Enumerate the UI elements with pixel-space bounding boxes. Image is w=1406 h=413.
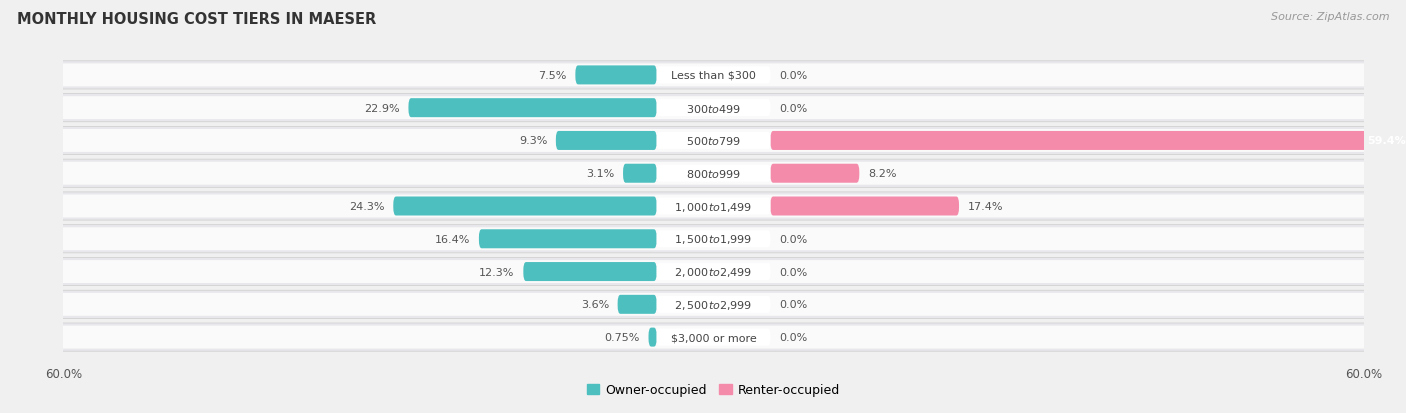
FancyBboxPatch shape <box>770 132 1406 151</box>
Text: $800 to $999: $800 to $999 <box>686 168 741 180</box>
Text: $2,000 to $2,499: $2,000 to $2,499 <box>675 266 752 278</box>
Text: 3.6%: 3.6% <box>581 299 609 310</box>
FancyBboxPatch shape <box>394 197 657 216</box>
FancyBboxPatch shape <box>623 164 657 183</box>
Text: Source: ZipAtlas.com: Source: ZipAtlas.com <box>1271 12 1389 22</box>
Legend: Owner-occupied, Renter-occupied: Owner-occupied, Renter-occupied <box>582 378 845 401</box>
FancyBboxPatch shape <box>60 293 1367 316</box>
FancyBboxPatch shape <box>58 323 1369 351</box>
FancyBboxPatch shape <box>60 130 1367 152</box>
Text: Less than $300: Less than $300 <box>671 71 756 81</box>
FancyBboxPatch shape <box>657 165 770 182</box>
Text: 0.0%: 0.0% <box>779 332 807 342</box>
FancyBboxPatch shape <box>58 290 1369 319</box>
FancyBboxPatch shape <box>657 296 770 313</box>
Text: 12.3%: 12.3% <box>479 267 515 277</box>
Text: $1,000 to $1,499: $1,000 to $1,499 <box>675 200 752 213</box>
FancyBboxPatch shape <box>617 295 657 314</box>
FancyBboxPatch shape <box>770 164 859 183</box>
FancyBboxPatch shape <box>60 326 1367 349</box>
FancyBboxPatch shape <box>657 100 770 117</box>
FancyBboxPatch shape <box>648 328 657 347</box>
Text: MONTHLY HOUSING COST TIERS IN MAESER: MONTHLY HOUSING COST TIERS IN MAESER <box>17 12 377 27</box>
Text: 8.2%: 8.2% <box>868 169 897 179</box>
FancyBboxPatch shape <box>657 67 770 84</box>
FancyBboxPatch shape <box>60 228 1367 251</box>
Text: 3.1%: 3.1% <box>586 169 614 179</box>
Text: 0.75%: 0.75% <box>605 332 640 342</box>
FancyBboxPatch shape <box>60 162 1367 185</box>
FancyBboxPatch shape <box>657 133 770 150</box>
FancyBboxPatch shape <box>657 263 770 280</box>
Text: 0.0%: 0.0% <box>779 71 807 81</box>
Text: 24.3%: 24.3% <box>349 202 385 211</box>
Text: 0.0%: 0.0% <box>779 234 807 244</box>
FancyBboxPatch shape <box>58 62 1369 90</box>
Text: 16.4%: 16.4% <box>434 234 470 244</box>
Text: 0.0%: 0.0% <box>779 267 807 277</box>
FancyBboxPatch shape <box>58 127 1369 155</box>
FancyBboxPatch shape <box>60 195 1367 218</box>
Text: 17.4%: 17.4% <box>967 202 1004 211</box>
Text: $300 to $499: $300 to $499 <box>686 102 741 114</box>
FancyBboxPatch shape <box>58 258 1369 286</box>
Text: 7.5%: 7.5% <box>538 71 567 81</box>
Text: $2,500 to $2,999: $2,500 to $2,999 <box>675 298 752 311</box>
Text: 59.4%: 59.4% <box>1367 136 1406 146</box>
FancyBboxPatch shape <box>657 329 770 346</box>
FancyBboxPatch shape <box>657 231 770 248</box>
Text: $1,500 to $1,999: $1,500 to $1,999 <box>675 233 752 246</box>
FancyBboxPatch shape <box>575 66 657 85</box>
FancyBboxPatch shape <box>58 160 1369 188</box>
Text: 9.3%: 9.3% <box>519 136 547 146</box>
FancyBboxPatch shape <box>409 99 657 118</box>
FancyBboxPatch shape <box>58 192 1369 221</box>
FancyBboxPatch shape <box>58 94 1369 123</box>
FancyBboxPatch shape <box>770 197 959 216</box>
FancyBboxPatch shape <box>657 198 770 215</box>
FancyBboxPatch shape <box>60 97 1367 120</box>
Text: $500 to $799: $500 to $799 <box>686 135 741 147</box>
FancyBboxPatch shape <box>60 261 1367 283</box>
FancyBboxPatch shape <box>58 225 1369 253</box>
FancyBboxPatch shape <box>479 230 657 249</box>
Text: 22.9%: 22.9% <box>364 103 399 114</box>
FancyBboxPatch shape <box>523 262 657 281</box>
FancyBboxPatch shape <box>555 132 657 151</box>
Text: 0.0%: 0.0% <box>779 103 807 114</box>
Text: $3,000 or more: $3,000 or more <box>671 332 756 342</box>
FancyBboxPatch shape <box>60 64 1367 87</box>
Text: 0.0%: 0.0% <box>779 299 807 310</box>
